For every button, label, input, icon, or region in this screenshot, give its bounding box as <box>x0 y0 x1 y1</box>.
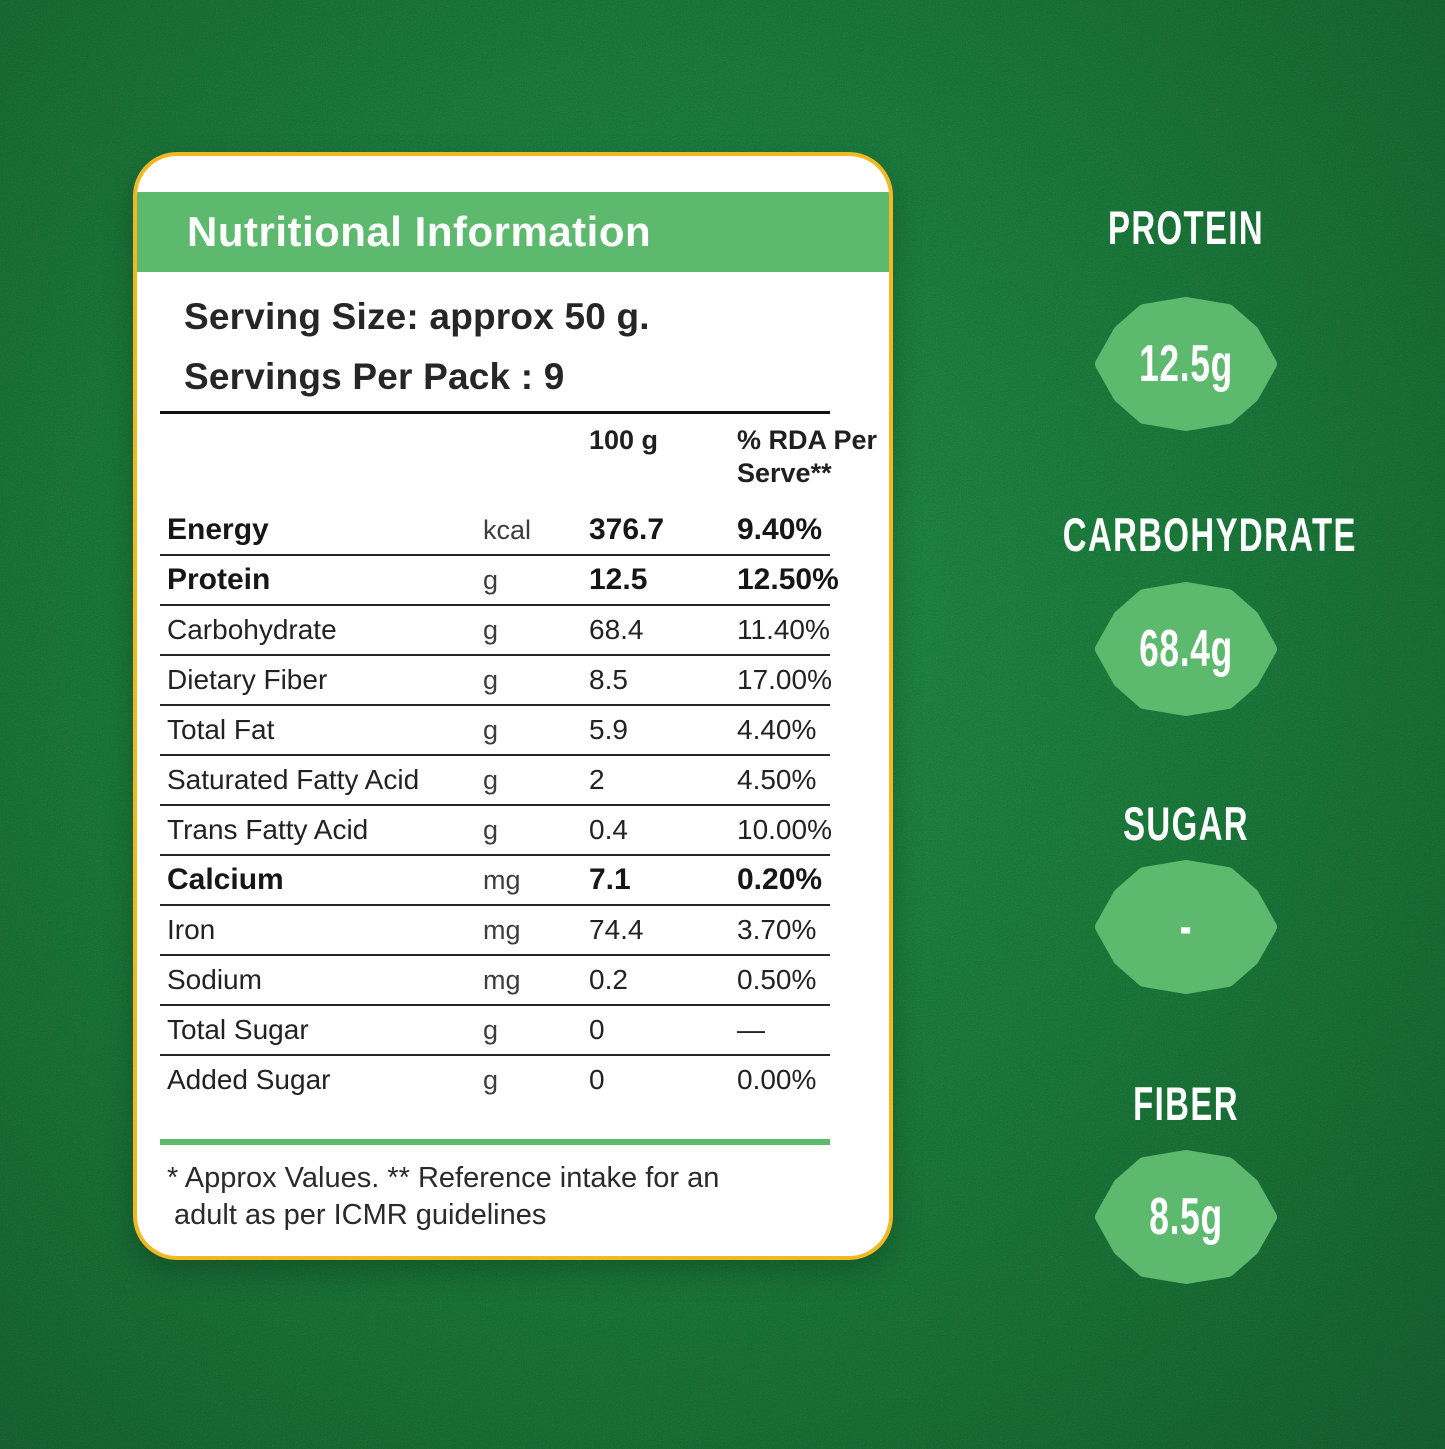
nutrient-unit: g <box>483 1015 499 1045</box>
table-row: Carbohydrate g 68.4 11.40% <box>160 606 830 656</box>
highlight-value-carbohydrate: 68.4g <box>1139 620 1233 678</box>
serving-size-text: Serving Size: approx 50 g. <box>184 296 650 337</box>
nutrient-unit: g <box>483 665 499 695</box>
table-row: Calcium mg 7.1 0.20% <box>160 856 830 906</box>
nutrient-label: Total Fat <box>167 714 275 745</box>
highlight-value-sugar: - <box>1179 898 1193 956</box>
table-row: Total Sugar g 0 — <box>160 1006 830 1056</box>
nutrient-rda: 11.40% <box>737 614 830 645</box>
nutrient-label: Sodium <box>167 964 262 995</box>
badge-shape-icon <box>1095 297 1277 431</box>
servings-per-pack-text: Servings Per Pack : 9 <box>184 356 565 397</box>
highlight-label-protein: PROTEIN <box>1107 201 1265 254</box>
nutrient-unit: kcal <box>483 515 532 545</box>
table-top-rule <box>160 411 830 414</box>
highlight-badge-sugar: - <box>1093 857 1279 997</box>
nutrient-rda: 17.00% <box>737 664 832 695</box>
nutrient-unit: mg <box>483 865 521 895</box>
nutrition-table: Energy kcal 376.7 9.40% Protein g 12.5 12.50% … <box>160 506 839 1104</box>
nutrient-unit: g <box>483 565 499 595</box>
nutrient-unit: g <box>483 815 499 845</box>
nutrient-value: 0.4 <box>589 814 628 845</box>
highlight-label-sugar: SUGAR <box>1123 797 1249 850</box>
nutrient-value: 376.7 <box>589 513 665 546</box>
nutrient-value: 12.5 <box>589 563 648 596</box>
nutrient-rda: 4.40% <box>737 714 817 745</box>
table-row: Added Sugar g 0 0.00% <box>160 1056 830 1104</box>
footnote-line1: * Approx Values. ** Reference intake for… <box>167 1162 720 1194</box>
table-row: Energy kcal 376.7 9.40% <box>160 506 830 556</box>
nutrient-value: 8.5 <box>589 664 628 695</box>
nutrient-unit: g <box>483 615 499 645</box>
nutrient-unit: g <box>483 1065 499 1095</box>
nutrient-label: Energy <box>167 513 269 546</box>
footer-green-rule <box>160 1139 830 1145</box>
nutrient-rda: 3.70% <box>737 914 817 945</box>
table-row: Trans Fatty Acid g 0.4 10.00% <box>160 806 832 856</box>
badge-shape-icon <box>1095 860 1277 994</box>
table-row: Iron mg 74.4 3.70% <box>160 906 830 956</box>
nutrient-label: Carbohydrate <box>167 614 337 645</box>
column-header-rda-line1: % RDA Per <box>737 425 878 455</box>
card-title-banner: Nutritional Information <box>137 192 889 272</box>
footnote-line2: adult as per ICMR guidelines <box>174 1199 547 1231</box>
nutrient-rda: 0.50% <box>737 964 817 995</box>
table-row: Dietary Fiber g 8.5 17.00% <box>160 656 832 706</box>
badge-shape-icon <box>1095 1150 1277 1284</box>
nutrient-label: Dietary Fiber <box>167 664 328 695</box>
nutrient-value: 7.1 <box>589 863 631 896</box>
nutrient-value: 0 <box>589 1014 605 1045</box>
nutrient-label: Trans Fatty Acid <box>167 814 369 845</box>
nutrient-rda: — <box>737 1014 765 1045</box>
nutrient-value: 5.9 <box>589 714 628 745</box>
nutrient-label: Added Sugar <box>167 1064 331 1095</box>
nutrient-rda: 12.50% <box>737 563 839 596</box>
nutrient-unit: mg <box>483 965 521 995</box>
nutrient-label: Protein <box>167 563 271 596</box>
highlight-badge-protein: 12.5g <box>1093 294 1279 434</box>
column-header-rda-line2: Serve** <box>737 458 832 488</box>
nutrition-facts-card: Nutritional Information Serving Size: ap… <box>133 152 893 1260</box>
column-header-rda: % RDA Per Serve** <box>737 424 877 490</box>
nutrient-value: 0 <box>589 1064 605 1095</box>
nutrient-rda: 0.20% <box>737 863 823 896</box>
highlight-badge-fiber: 8.5g <box>1093 1147 1279 1287</box>
nutrient-value: 0.2 <box>589 964 628 995</box>
highlight-badge-carbohydrate: 68.4g <box>1093 579 1279 719</box>
nutrient-rda: 9.40% <box>737 513 823 546</box>
table-row: Protein g 12.5 12.50% <box>160 556 839 606</box>
nutrient-unit: g <box>483 765 499 795</box>
nutrient-label: Calcium <box>167 863 284 896</box>
table-row: Saturated Fatty Acid g 2 4.50% <box>160 756 830 806</box>
nutrient-rda: 10.00% <box>737 814 832 845</box>
highlight-value-fiber: 8.5g <box>1149 1188 1223 1246</box>
card-title: Nutritional Information <box>187 208 652 255</box>
nutrient-value: 68.4 <box>589 614 644 645</box>
column-header-amount: 100 g <box>589 425 659 455</box>
nutrient-label: Total Sugar <box>167 1014 309 1045</box>
nutrient-label: Saturated Fatty Acid <box>167 764 420 795</box>
nutrient-rda: 0.00% <box>737 1064 817 1095</box>
highlight-value-protein: 12.5g <box>1139 335 1233 393</box>
highlight-label-carbohydrate: CARBOHYDRATE <box>1062 508 1357 561</box>
highlight-label-fiber: FIBER <box>1133 1077 1239 1130</box>
badge-shape-icon <box>1095 582 1277 716</box>
table-row: Sodium mg 0.2 0.50% <box>160 956 830 1006</box>
nutrient-rda: 4.50% <box>737 764 817 795</box>
table-row: Total Fat g 5.9 4.40% <box>160 706 830 756</box>
nutrient-value: 74.4 <box>589 914 644 945</box>
nutrient-value: 2 <box>589 764 605 795</box>
nutrient-unit: mg <box>483 915 521 945</box>
nutrient-unit: g <box>483 715 499 745</box>
nutrient-label: Iron <box>167 914 216 945</box>
